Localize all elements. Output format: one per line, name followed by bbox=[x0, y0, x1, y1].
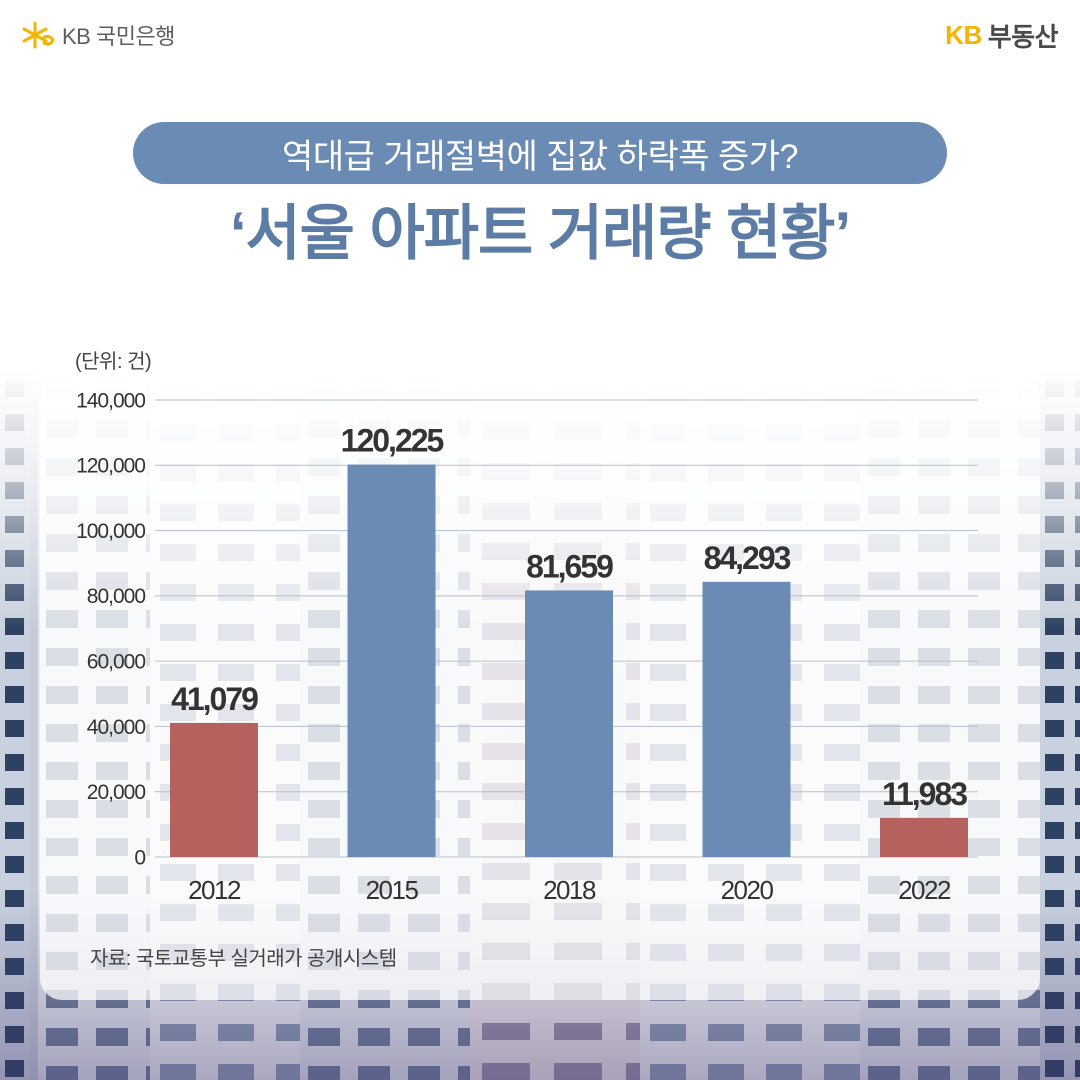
unit-label: (단위: 건) bbox=[75, 351, 152, 373]
subtitle-pill: 역대급 거래절벽에 집값 하락폭 증가? bbox=[133, 122, 947, 184]
subtitle-text: 역대급 거래절벽에 집값 하락폭 증가? bbox=[282, 137, 798, 176]
kb-real-estate-logo-prefix: KB bbox=[945, 19, 982, 50]
building-gap bbox=[30, 370, 38, 1080]
kb-kookmin-bank-logo: KB 국민은행 bbox=[22, 20, 175, 50]
page-title: ‘서울 아파트 거래량 현황’ bbox=[229, 200, 851, 267]
kb-real-estate-logo-name: 부동산 bbox=[987, 21, 1059, 52]
kb-star-icon bbox=[22, 21, 55, 49]
kb-kookmin-bank-logo-text: KB 국민은행 bbox=[62, 24, 175, 49]
kb-real-estate-logo: KB 부동산 bbox=[945, 18, 1058, 52]
chart-card bbox=[40, 372, 1040, 1000]
source-note: 자료: 국토교통부 실거래가 공개시스템 bbox=[90, 948, 397, 970]
